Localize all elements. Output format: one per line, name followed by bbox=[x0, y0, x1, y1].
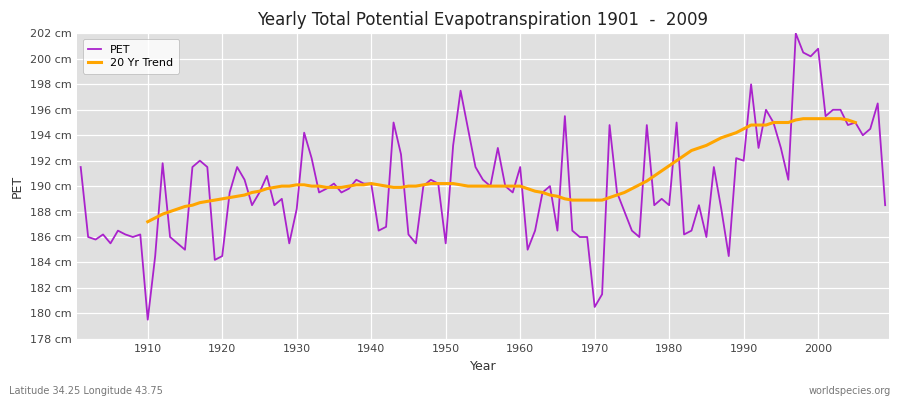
PET bbox=[351, 177, 362, 182]
PET bbox=[76, 165, 86, 170]
PET bbox=[522, 247, 533, 252]
Y-axis label: PET: PET bbox=[11, 174, 24, 198]
20 Yr Trend bbox=[142, 219, 153, 224]
20 Yr Trend bbox=[344, 184, 355, 188]
PET bbox=[142, 317, 153, 322]
Legend: PET, 20 Yr Trend: PET, 20 Yr Trend bbox=[83, 39, 179, 74]
Text: Latitude 34.25 Longitude 43.75: Latitude 34.25 Longitude 43.75 bbox=[9, 386, 163, 396]
20 Yr Trend bbox=[447, 181, 458, 186]
20 Yr Trend bbox=[239, 193, 250, 198]
PET bbox=[515, 165, 526, 170]
PET bbox=[306, 156, 317, 160]
Line: 20 Yr Trend: 20 Yr Trend bbox=[148, 119, 855, 222]
20 Yr Trend bbox=[797, 116, 808, 121]
20 Yr Trend bbox=[850, 120, 860, 125]
Line: PET: PET bbox=[81, 34, 886, 320]
PET bbox=[790, 31, 801, 36]
20 Yr Trend bbox=[790, 118, 801, 122]
PET bbox=[135, 232, 146, 237]
Title: Yearly Total Potential Evapotranspiration 1901  -  2009: Yearly Total Potential Evapotranspiratio… bbox=[257, 11, 708, 29]
Text: worldspecies.org: worldspecies.org bbox=[809, 386, 891, 396]
X-axis label: Year: Year bbox=[470, 360, 496, 373]
PET bbox=[880, 203, 891, 208]
PET bbox=[612, 190, 623, 195]
20 Yr Trend bbox=[500, 184, 510, 188]
20 Yr Trend bbox=[522, 186, 533, 191]
